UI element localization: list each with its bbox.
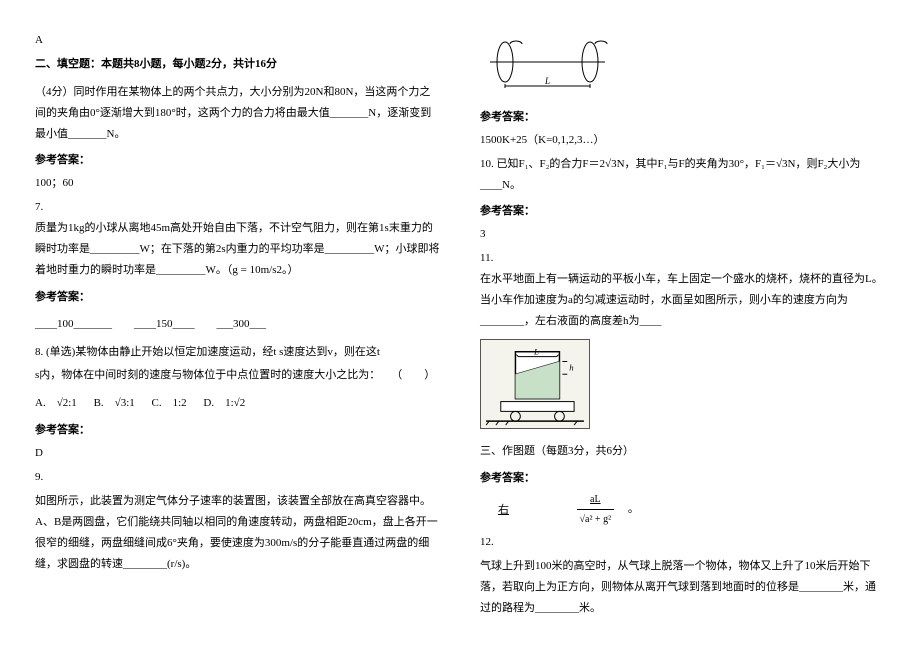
q8-answer-label: 参考答案： bbox=[35, 420, 440, 441]
q8: 8. (单选)某物体由静止开始以恒定加速度运动，经t s速度达到v，则在这t bbox=[35, 342, 440, 363]
diag-L-label: L bbox=[544, 76, 550, 86]
q8-opt-b: B. 3:1 bbox=[94, 393, 135, 414]
fraction: aL a² + g² bbox=[577, 490, 615, 529]
q7-answer-label: 参考答案： bbox=[35, 287, 440, 308]
q11: 11. 在水平地面上有一辆运动的平板小车，车上固定一个盛水的烧杯，烧杯的直径为L… bbox=[480, 248, 885, 332]
q11-answer-label: 参考答案： bbox=[480, 468, 885, 489]
q9-answer-label: 参考答案： bbox=[480, 107, 885, 128]
q6-text: （4分）同时作用在某物体上的两个共点力，大小分别为20N和80N，当这两个力之间… bbox=[35, 82, 440, 145]
section-2-title: 二、填空题：本题共8小题，每小题2分，共计16分 bbox=[35, 54, 440, 75]
q7-blanks: ____100_______ ____150____ ___300___ bbox=[35, 314, 440, 335]
sec3-small: 三、作图题（每题3分，共6分） bbox=[480, 441, 885, 462]
q7-num: 7. bbox=[35, 201, 43, 213]
q7: 7. 质量为1kg的小球从离地45m高处开始自由下落，不计空气阻力，则在第1s末… bbox=[35, 197, 440, 281]
q10: 10. 已知F₁、F₂的合力F＝23N，其中F₁与F的夹角为30°，F₁＝3N，… bbox=[480, 154, 885, 196]
q8-text2: s内，物体在中间时刻的速度与物体位于中点位置时的速度大小之比为： （ ） bbox=[35, 365, 440, 386]
q9-num: 9. bbox=[35, 467, 440, 488]
answer-a: A bbox=[35, 30, 440, 51]
q6-answer: 100；60 bbox=[35, 173, 440, 194]
q8-text1: (单选)某物体由静止开始以恒定加速度运动，经t s速度达到v，则在这t bbox=[46, 346, 380, 358]
svg-text:h: h bbox=[569, 362, 574, 372]
q8-opt-a: A. 2:1 bbox=[35, 393, 77, 414]
q11-text: 在水平地面上有一辆运动的平板小车，车上固定一个盛水的烧杯，烧杯的直径为L。当小车… bbox=[480, 273, 883, 327]
q11-diagram: L h bbox=[480, 339, 590, 429]
q12-text: 气球上升到100米的高空时，从气球上脱落一个物体，物体又上升了10米后开始下落，… bbox=[480, 556, 885, 619]
q10-answer: 3 bbox=[480, 224, 885, 245]
q10-num: 10. bbox=[480, 158, 494, 170]
q9-diagram: L bbox=[480, 34, 620, 89]
q8-answer: D bbox=[35, 443, 440, 464]
q7-text: 质量为1kg的小球从离地45m高处开始自由下落，不计空气阻力，则在第1s末重力的… bbox=[35, 222, 440, 276]
q8-num: 8. bbox=[35, 346, 43, 358]
q9-answer: 1500K+25（K=0,1,2,3…） bbox=[480, 130, 885, 151]
q8-opt-c: C. 1:2 bbox=[152, 393, 187, 414]
q6-answer-label: 参考答案： bbox=[35, 150, 440, 171]
q8-options: A. 2:1 B. 3:1 C. 1:2 D. 1:2 bbox=[35, 393, 440, 414]
q10-answer-label: 参考答案： bbox=[480, 201, 885, 222]
q12-num: 12. bbox=[480, 532, 885, 553]
q11-answer: 右 aL a² + g² 。 bbox=[480, 490, 885, 529]
svg-text:L: L bbox=[533, 346, 539, 356]
q9-text: 如图所示，此装置为测定气体分子速率的装置图，该装置全部放在高真空容器中。A、B是… bbox=[35, 491, 440, 575]
q11-num: 11. bbox=[480, 252, 493, 264]
q8-opt-d: D. 1:2 bbox=[203, 393, 245, 414]
